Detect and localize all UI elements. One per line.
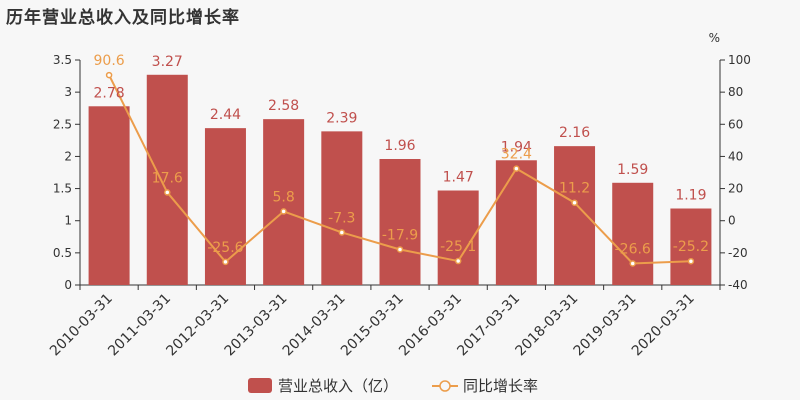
revenue-bar[interactable]: [379, 159, 421, 285]
bars: [88, 74, 712, 286]
y-left-tick-label: 1.5: [53, 182, 72, 196]
y-right-tick-label: 60: [728, 117, 743, 131]
revenue-bar[interactable]: [554, 146, 596, 285]
revenue-bar[interactable]: [263, 119, 305, 286]
y-right-tick-label: 80: [728, 85, 743, 99]
revenue-bar[interactable]: [495, 160, 537, 285]
growth-data-label: -25.2: [673, 239, 709, 255]
growth-point[interactable]: [338, 229, 346, 236]
revenue-data-label: 2.78: [94, 85, 125, 101]
growth-point[interactable]: [164, 189, 171, 196]
revenue-data-label: 1.96: [384, 138, 415, 154]
revenue-bar[interactable]: [612, 182, 654, 285]
legend-line-marker: [439, 380, 451, 392]
growth-data-label: -7.3: [328, 210, 355, 226]
revenue-bar[interactable]: [88, 106, 130, 286]
growth-point[interactable]: [513, 165, 520, 172]
growth-data-label: -17.9: [382, 227, 418, 243]
revenue-bar[interactable]: [321, 131, 363, 285]
growth-point[interactable]: [396, 246, 404, 253]
growth-data-label: 5.8: [273, 189, 295, 205]
growth-point[interactable]: [105, 71, 113, 79]
growth-point[interactable]: [222, 258, 229, 266]
y-right-tick-label: -20: [728, 246, 748, 260]
revenue-data-label: 2.16: [559, 125, 590, 141]
y-right-tick-label: -40: [728, 278, 748, 292]
growth-data-label: 11.2: [559, 181, 590, 197]
y-left-tick-label: 1: [64, 214, 72, 228]
revenue-data-label: 2.44: [210, 107, 241, 123]
y-right-tick-label: 40: [728, 149, 743, 163]
legend-line-label[interactable]: 同比增长率: [463, 377, 538, 395]
data-labels: 2.78 3.27 2.44 2.58 2.39 1.96 1.47 1.94 2.16 1.59…: [94, 53, 710, 257]
growth-point[interactable]: [571, 199, 578, 206]
legend-bar-label[interactable]: 营业总收入（亿）: [278, 377, 398, 395]
growth-data-label: 17.6: [152, 170, 183, 186]
x-tick-label: 2020-03-31: [629, 291, 698, 360]
y-right-tick-label: 100: [728, 53, 751, 67]
revenue-data-label: 3.27: [152, 54, 183, 70]
growth-data-label: 90.6: [94, 53, 125, 69]
revenue-data-label: 1.94: [501, 139, 532, 155]
growth-data-label: -26.6: [615, 241, 651, 257]
y-left-tick-label: 0.5: [53, 246, 72, 260]
y-right-tick-label: 20: [728, 182, 743, 196]
y-left-tick-label: 2.5: [53, 117, 72, 131]
growth-point[interactable]: [454, 257, 462, 265]
revenue-data-label: 2.39: [326, 110, 357, 126]
y-right-unit: %: [709, 31, 720, 45]
y-left-tick-label: 3.5: [53, 53, 72, 67]
y-right-tick-label: 0: [728, 214, 736, 228]
revenue-data-label: 1.47: [443, 170, 474, 186]
revenue-bar[interactable]: [670, 208, 712, 286]
growth-point[interactable]: [629, 260, 636, 267]
growth-point[interactable]: [280, 208, 287, 215]
y-left-tick-label: 0: [64, 278, 72, 292]
legend[interactable]: 营业总收入（亿） 同比增长率: [248, 377, 538, 395]
y-left-tick-label: 3: [64, 85, 72, 99]
revenue-data-label: 1.59: [617, 162, 648, 178]
growth-line: [105, 71, 695, 267]
legend-bar-swatch[interactable]: [248, 378, 272, 393]
growth-data-label: -25.1: [440, 239, 476, 255]
y-left-tick-label: 2: [64, 149, 72, 163]
chart-title: 历年营业总收入及同比增长率: [6, 8, 240, 28]
revenue-data-label: 1.19: [675, 188, 706, 204]
revenue-bar[interactable]: [146, 74, 188, 286]
revenue-data-label: 2.58: [268, 98, 299, 114]
growth-data-label: 32.4: [501, 147, 532, 163]
growth-point[interactable]: [687, 257, 695, 265]
growth-data-label: -25.6: [207, 240, 243, 256]
